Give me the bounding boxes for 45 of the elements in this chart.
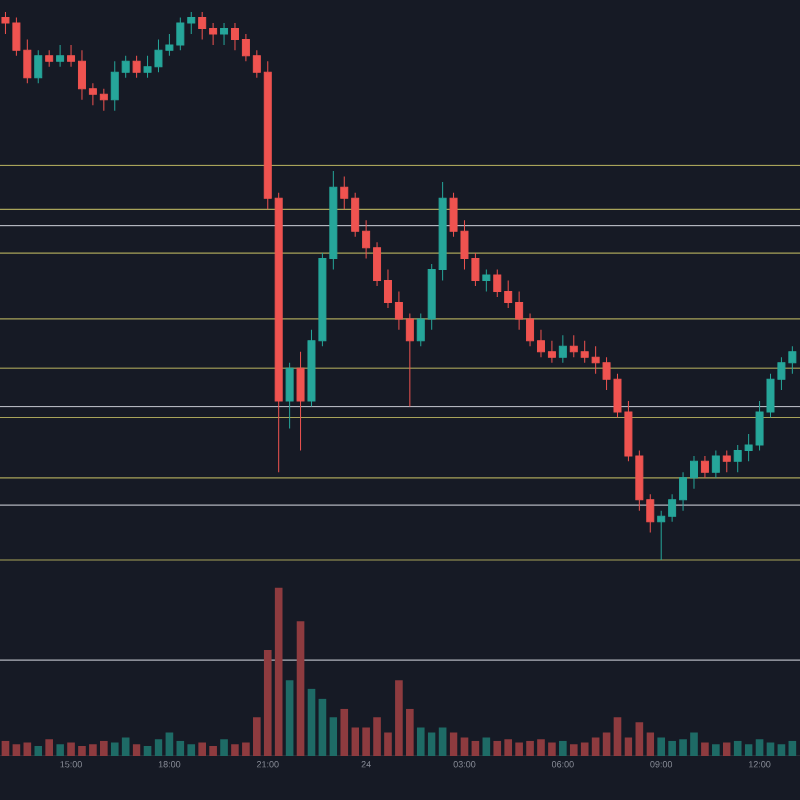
bar	[755, 739, 764, 756]
candlestick	[711, 449, 720, 479]
candlestick	[296, 351, 305, 451]
bar	[165, 732, 174, 756]
bar	[132, 744, 141, 756]
candlestick	[482, 269, 491, 292]
candlestick	[722, 449, 731, 473]
bar	[56, 744, 64, 756]
bar	[777, 744, 786, 756]
candlestick	[220, 22, 229, 46]
bar	[613, 717, 622, 756]
candlestick	[558, 334, 567, 364]
candlestick	[285, 362, 294, 429]
bar	[438, 727, 447, 756]
bar	[154, 739, 163, 756]
bar	[712, 744, 720, 756]
bar	[1, 740, 10, 756]
candlestick	[45, 49, 54, 68]
bar	[143, 745, 152, 756]
bar	[34, 745, 43, 756]
bar	[701, 742, 709, 756]
candlestick	[56, 44, 65, 68]
bar	[646, 732, 655, 756]
bar	[307, 688, 316, 756]
bar	[635, 722, 644, 756]
candlestick	[132, 55, 141, 79]
bar	[296, 621, 305, 756]
bar	[559, 740, 567, 756]
bar	[45, 739, 53, 756]
bar	[624, 737, 633, 756]
bar	[537, 739, 545, 756]
bar	[449, 732, 458, 756]
candlestick	[700, 455, 709, 479]
bar	[788, 740, 797, 756]
bar	[340, 708, 349, 756]
bar	[220, 739, 228, 756]
bar	[471, 740, 480, 756]
bar	[602, 732, 611, 756]
bar	[482, 737, 491, 756]
candlestick	[34, 49, 43, 84]
bar	[285, 680, 294, 756]
bar	[460, 737, 469, 756]
bar	[318, 698, 327, 756]
bar	[231, 744, 239, 756]
bar	[329, 717, 338, 756]
